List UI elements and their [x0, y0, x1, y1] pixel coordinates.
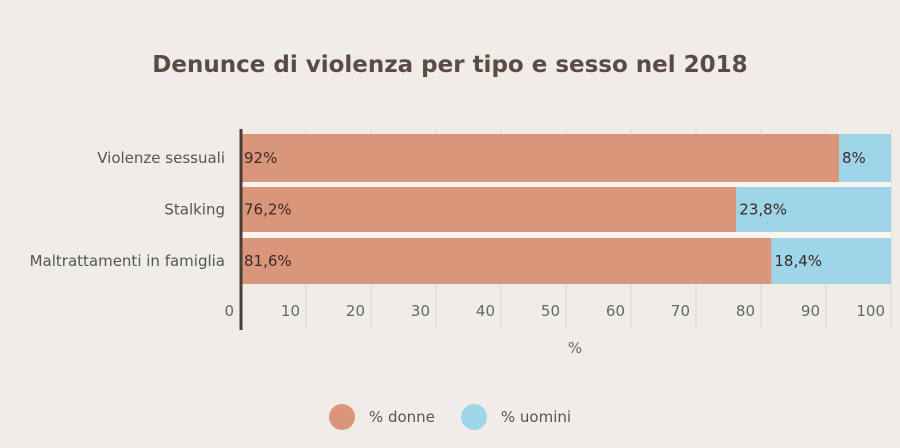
- bar-uomini: [771, 238, 891, 284]
- x-tick-label: 100: [856, 302, 885, 320]
- data-label: 23,8%: [739, 201, 787, 219]
- legend-item[interactable]: % donne: [328, 404, 435, 430]
- x-tick-label: 90: [801, 302, 820, 320]
- bar-uomini: [839, 134, 891, 182]
- x-tick-label: 30: [411, 302, 430, 320]
- x-tick-label: 50: [541, 302, 560, 320]
- category-label: Maltrattamenti in famiglia: [30, 252, 225, 270]
- x-tick-label: 0: [224, 302, 234, 320]
- category-label: Stalking: [164, 201, 225, 219]
- legend-swatch: [328, 404, 355, 430]
- x-tick-label: 80: [736, 302, 755, 320]
- x-tick-label: 10: [281, 302, 300, 320]
- x-tick-label: 60: [606, 302, 625, 320]
- chart-title: Denunce di violenza per tipo e sesso nel…: [152, 52, 748, 78]
- data-label: 81,6%: [244, 252, 292, 270]
- legend-item[interactable]: % uomini: [460, 404, 572, 430]
- x-tick-label: 70: [671, 302, 690, 320]
- category-label: Violenze sessuali: [97, 149, 225, 167]
- legend-label: % uomini: [500, 408, 572, 426]
- data-label: 8%: [842, 149, 866, 167]
- legend-swatch: [460, 404, 487, 430]
- bar-gap: [241, 182, 891, 187]
- x-tick-label: 20: [346, 302, 365, 320]
- bar-donne: [241, 134, 839, 182]
- data-label: 76,2%: [244, 201, 292, 219]
- legend: % donne % uomini: [0, 404, 900, 430]
- x-tick-label: 40: [476, 302, 495, 320]
- data-label: 18,4%: [774, 252, 822, 270]
- bar-donne: [241, 238, 772, 284]
- legend-label: % donne: [368, 408, 435, 426]
- bar-uomini: [736, 187, 891, 232]
- bar-gap: [241, 232, 891, 238]
- data-label: 92%: [244, 149, 277, 167]
- bar-donne: [241, 187, 737, 232]
- x-axis-title: %: [568, 339, 582, 357]
